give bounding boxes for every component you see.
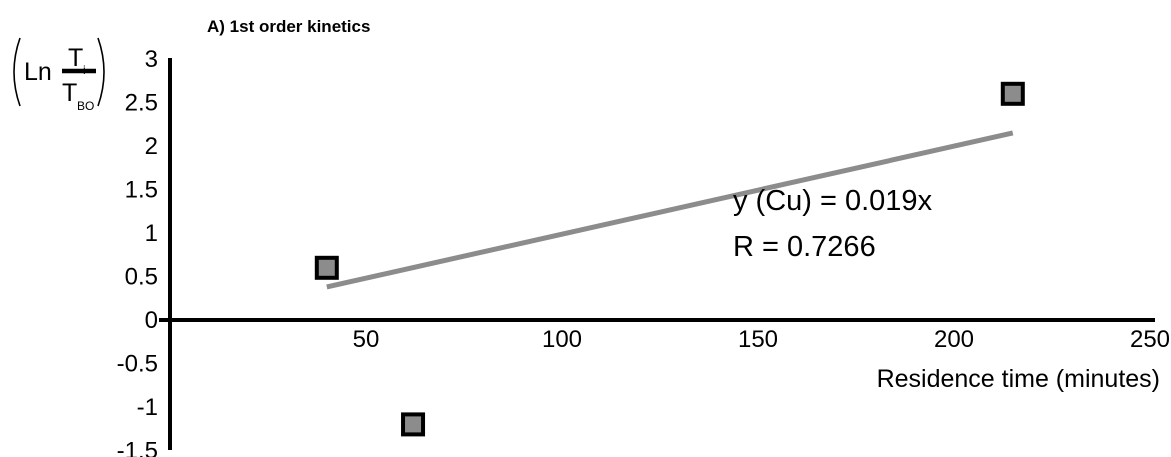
x-tick-label: 250 <box>1130 326 1170 353</box>
data-point <box>314 255 339 280</box>
y-tick-label: 2.5 <box>125 90 158 117</box>
x-tick-label: 150 <box>738 326 778 353</box>
y-axis-label-prefix: Ln <box>24 58 52 86</box>
y-axis-ticks: 3 2.5 2 1.5 1 0.5 0 -0.5 -1 -1.5 <box>117 46 158 457</box>
equation-annotation: y (Cu) = 0.019x <box>733 185 933 217</box>
y-tick-label: 0.5 <box>125 264 158 291</box>
y-axis-label-left-paren <box>13 37 21 107</box>
chart-title: A) 1st order kinetics <box>207 17 370 36</box>
x-tick-label: 50 <box>353 326 380 353</box>
data-points <box>314 81 1025 437</box>
x-axis-label: Residence time (minutes) <box>877 365 1160 393</box>
x-tick-label: 100 <box>542 326 582 353</box>
x-tick-label: 200 <box>934 326 974 353</box>
y-tick-label: 0 <box>145 307 158 334</box>
y-axis-label-denominator-sub: BO <box>77 99 94 113</box>
y-axis-label-right-paren <box>97 37 105 107</box>
y-axis-label-numerator: T <box>68 44 83 72</box>
r-value-annotation: R = 0.7266 <box>733 231 876 263</box>
y-axis-label: Ln T i T BO <box>13 37 105 113</box>
y-tick-label: -0.5 <box>117 351 158 378</box>
y-tick-label: -1.5 <box>117 438 158 457</box>
y-tick-label: -1 <box>137 394 158 421</box>
data-point <box>1000 81 1025 106</box>
trendline <box>326 130 1014 290</box>
y-tick-label: 2 <box>145 133 158 160</box>
y-tick-label: 1.5 <box>125 177 158 204</box>
data-point <box>401 412 426 437</box>
y-tick-label: 1 <box>145 220 158 247</box>
y-axis-label-denominator: T <box>62 79 77 107</box>
x-axis-ticks: 50 100 150 200 250 <box>353 326 1170 353</box>
y-tick-label: 3 <box>145 46 158 73</box>
